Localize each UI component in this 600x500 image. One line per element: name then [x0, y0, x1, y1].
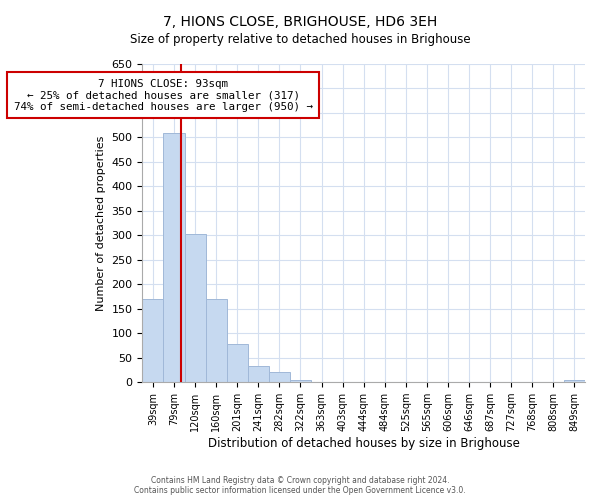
Bar [248, 366, 269, 382]
Text: 7 HIONS CLOSE: 93sqm
← 25% of detached houses are smaller (317)
74% of semi-deta: 7 HIONS CLOSE: 93sqm ← 25% of detached h… [14, 78, 313, 112]
Bar [269, 372, 290, 382]
X-axis label: Distribution of detached houses by size in Brighouse: Distribution of detached houses by size … [208, 437, 520, 450]
Bar [142, 299, 163, 382]
Bar [290, 380, 311, 382]
Bar [206, 299, 227, 382]
Text: Contains HM Land Registry data © Crown copyright and database right 2024.
Contai: Contains HM Land Registry data © Crown c… [134, 476, 466, 495]
Bar [185, 234, 206, 382]
Text: 7, HIONS CLOSE, BRIGHOUSE, HD6 3EH: 7, HIONS CLOSE, BRIGHOUSE, HD6 3EH [163, 15, 437, 29]
Bar [163, 132, 185, 382]
Bar [564, 380, 585, 382]
Bar [227, 344, 248, 382]
Y-axis label: Number of detached properties: Number of detached properties [96, 136, 106, 311]
Text: Size of property relative to detached houses in Brighouse: Size of property relative to detached ho… [130, 32, 470, 46]
